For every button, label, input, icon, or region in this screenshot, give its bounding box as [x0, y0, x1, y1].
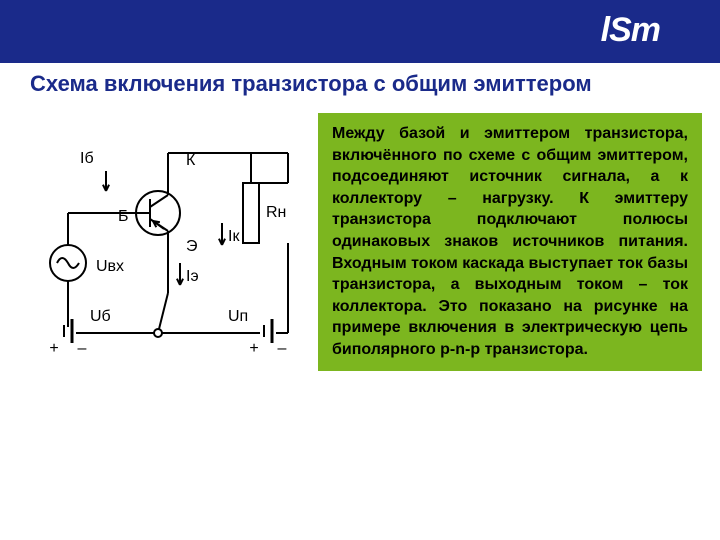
- header-bar: lSm: [0, 0, 720, 60]
- logo-text: lSm: [601, 11, 660, 50]
- page-title: Схема включения транзистора с общим эмит…: [0, 63, 720, 103]
- svg-text:Iэ: Iэ: [186, 268, 199, 285]
- svg-text:Iк: Iк: [228, 228, 240, 245]
- svg-text:–: –: [78, 340, 87, 357]
- content-row: + – + – Iб Б К Э Rн Uвх Iк Iэ Uб Uп Между базой и эми…: [0, 103, 720, 371]
- svg-text:Rн: Rн: [266, 204, 286, 221]
- svg-text:Э: Э: [186, 238, 198, 255]
- circuit-diagram: + – + – Iб Б К Э Rн Uвх Iк Iэ Uб Uп: [18, 113, 308, 371]
- svg-text:Б: Б: [118, 208, 129, 225]
- svg-text:К: К: [186, 152, 196, 169]
- svg-text:Iб: Iб: [80, 150, 94, 167]
- description-text: Между базой и эмиттером транзистора, вкл…: [332, 125, 688, 358]
- svg-text:+: +: [249, 340, 258, 357]
- svg-text:Uп: Uп: [228, 308, 248, 325]
- svg-text:Uб: Uб: [90, 308, 111, 325]
- description-box: Между базой и эмиттером транзистора, вкл…: [318, 113, 702, 371]
- svg-text:+: +: [49, 340, 58, 357]
- circuit-svg: + – + – Iб Б К Э Rн Uвх Iк Iэ Uб Uп: [18, 113, 308, 363]
- svg-text:Uвх: Uвх: [96, 258, 124, 275]
- svg-text:–: –: [278, 340, 287, 357]
